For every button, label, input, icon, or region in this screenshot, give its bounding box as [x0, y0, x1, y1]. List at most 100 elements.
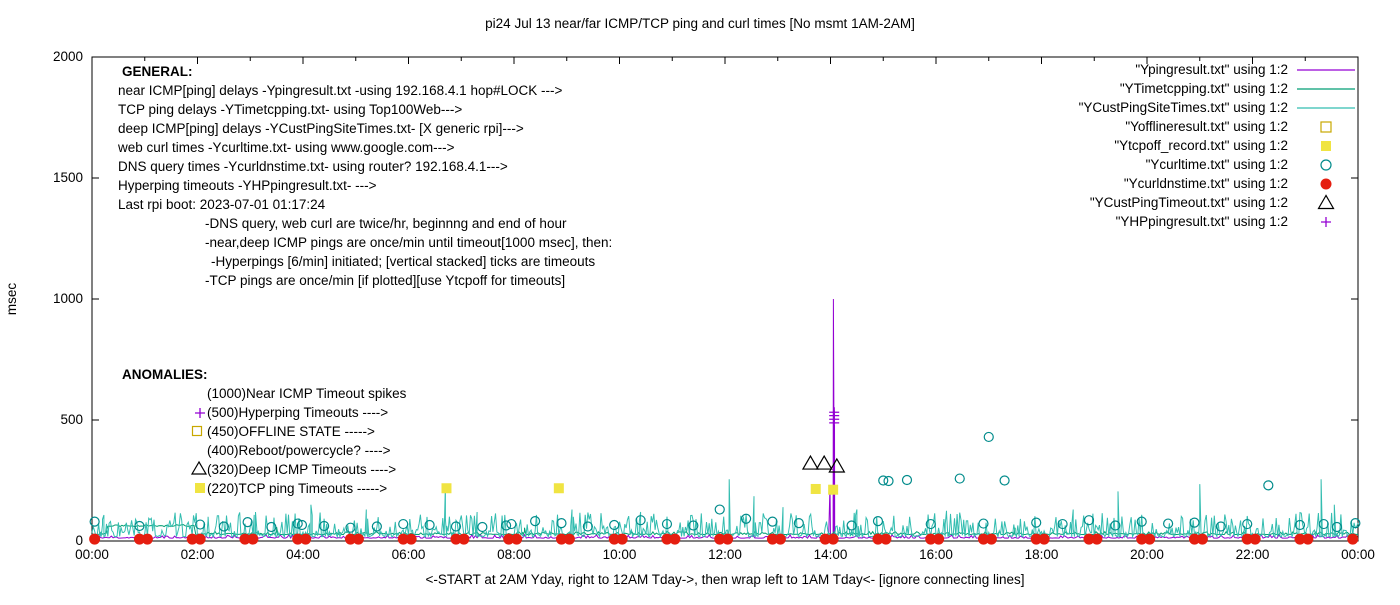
marker-circle-open [1350, 517, 1361, 529]
marker-circle-open [477, 521, 488, 533]
marker-circle-filled [661, 533, 673, 545]
marker-circle-open [1057, 518, 1068, 530]
legend-entry: "Ypingresult.txt" using 1:2 [1135, 62, 1355, 77]
marker-triangle-open [1317, 194, 1335, 210]
x-axis-label: <-START at 2AM Yday, right to 12AM Tday-… [426, 572, 1025, 587]
marker-circle-filled [985, 533, 997, 545]
annotation-text: TCP ping delays -YTimetcpping.txt- using… [118, 102, 462, 117]
x-tick-label: 00:00 [1341, 547, 1375, 562]
marker-circle-filled [872, 533, 884, 545]
series-Ycurldnstime.txt [89, 533, 1359, 545]
marker-circle-open [901, 474, 913, 486]
marker-circle-filled [1294, 533, 1306, 545]
marker-plus [829, 407, 840, 418]
marker-circle-open [296, 519, 308, 531]
marker-circle-filled [450, 533, 462, 545]
marker-circle-filled [1302, 533, 1314, 545]
marker-square-filled [553, 483, 564, 494]
legend-label: "Ycurltime.txt" using 1:2 [1146, 157, 1288, 172]
marker-circle-filled [133, 533, 145, 545]
marker-circle-open [218, 521, 229, 532]
marker-circle-open [506, 518, 517, 530]
marker-circle-open [1031, 517, 1042, 528]
annotation-text: (220)TCP ping Timeouts -----> [207, 481, 387, 496]
marker-circle-open [878, 475, 889, 486]
annotation-text: Hyperping timeouts -YHPpingresult.txt- -… [118, 178, 377, 193]
marker-square-open [1320, 121, 1332, 133]
marker-circle-open [793, 517, 804, 529]
marker-circle-filled [1241, 533, 1253, 545]
annotation-text: (320)Deep ICMP Timeouts ----> [207, 462, 396, 477]
annotation-text: GENERAL: [122, 64, 193, 79]
x-tick-label: 00:00 [75, 547, 109, 562]
marker-circle-filled [766, 533, 778, 545]
marker-circle-filled [141, 533, 153, 545]
marker-circle-open [242, 517, 253, 528]
marker-circle-filled [977, 533, 989, 545]
annotation-text: (450)OFFLINE STATE -----> [207, 424, 375, 439]
marker-circle-filled [397, 533, 409, 545]
x-tick-label: 20:00 [1130, 547, 1164, 562]
chart-title: pi24 Jul 13 near/far ICMP/TCP ping and c… [485, 16, 915, 31]
marker-circle-filled [774, 533, 786, 545]
annotation-text: -near,deep ICMP pings are once/min until… [205, 235, 612, 250]
marker-circle-filled [616, 533, 628, 545]
x-tick-label: 04:00 [286, 547, 320, 562]
marker-circle-filled [1188, 533, 1200, 545]
marker-square-filled [195, 483, 205, 493]
marker-circle-filled [1091, 533, 1103, 545]
legend-label: "Ypingresult.txt" using 1:2 [1135, 62, 1288, 77]
annotation-text: (400)Reboot/powercycle? ----> [207, 443, 391, 458]
x-tick-label: 16:00 [919, 547, 953, 562]
marker-circle-open [345, 522, 356, 533]
marker-circle-open [1294, 519, 1306, 531]
legend-label: "YCustPingTimeout.txt" using 1:2 [1090, 195, 1288, 210]
marker-circle-filled [247, 533, 259, 545]
marker-square-filled [1321, 141, 1331, 151]
marker-circle-open [195, 519, 206, 530]
marker-circle-open [582, 521, 593, 532]
x-tick-label: 18:00 [1025, 547, 1059, 562]
marker-triangle-open [190, 460, 208, 475]
marker-circle-filled [503, 533, 515, 545]
marker-circle-filled [292, 533, 304, 545]
marker-circle-filled [511, 533, 523, 545]
marker-circle-open [925, 518, 936, 530]
annotation-text: near ICMP[ping] delays -Ypingresult.txt … [118, 83, 562, 98]
marker-square-filled [810, 483, 821, 494]
marker-circle-open [846, 520, 857, 531]
y-tick-label: 1500 [53, 170, 83, 185]
marker-circle-filled [714, 533, 726, 545]
marker-circle-open [740, 513, 752, 524]
marker-circle-open [134, 520, 145, 532]
marker-circle-open [1083, 515, 1095, 526]
marker-circle-filled [933, 533, 945, 545]
marker-circle-filled [1136, 533, 1148, 545]
marker-circle-filled [239, 533, 251, 545]
annotation-text: deep ICMP[ping] delays -YCustPingSiteTim… [118, 121, 524, 136]
marker-circle-filled [722, 533, 734, 545]
marker-circle-filled [1320, 178, 1332, 190]
marker-circle-open [1162, 518, 1174, 529]
marker-circle-filled [344, 533, 356, 545]
legend: "Ypingresult.txt" using 1:2 "YTimetcpping… [1079, 62, 1355, 229]
marker-plus [195, 408, 205, 418]
marker-circle-open [1136, 516, 1147, 527]
marker-circle-open [635, 515, 646, 526]
marker-circle-open [999, 475, 1010, 486]
x-tick-label: 22:00 [1236, 547, 1270, 562]
marker-circle-filled [89, 533, 101, 545]
marker-circle-filled [1144, 533, 1156, 545]
y-tick-label: 0 [75, 533, 83, 548]
marker-circle-filled [186, 533, 198, 545]
annotation-text: -Hyperpings [6/min] initiated; [vertical… [211, 254, 595, 269]
annotation-text: -DNS query, web curl are twice/hr, begin… [205, 216, 567, 231]
x-tick-label: 06:00 [392, 547, 426, 562]
marker-circle-open [371, 521, 382, 532]
marker-circle-open [1242, 518, 1253, 530]
marker-circle-filled [352, 533, 364, 545]
marker-circle-open [319, 520, 330, 532]
marker-square-filled [441, 483, 452, 494]
marker-circle-filled [880, 533, 892, 545]
